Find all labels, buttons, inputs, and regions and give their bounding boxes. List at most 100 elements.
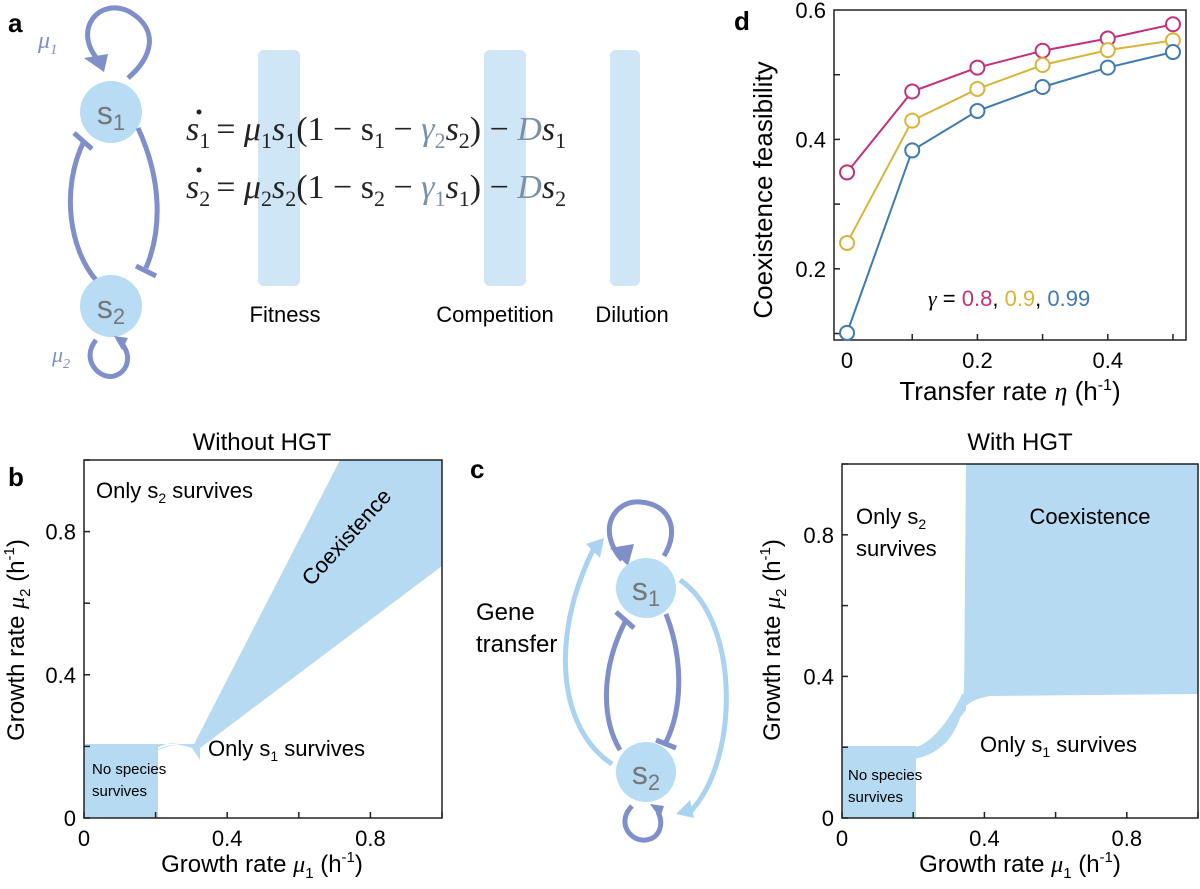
panel-e-frame — [841, 463, 1199, 819]
panel-e-ylabel: Growth rate μ2 (h-1) — [757, 539, 790, 741]
panel-d-xlabel: Transfer rate η (h-1) — [899, 376, 1120, 406]
panel-b-title: Without HGT — [193, 429, 332, 456]
ytick-label: 0 — [64, 806, 76, 831]
series-line-0.8 — [846, 23, 1174, 174]
equation-2: s2 = μ2s2(1 − s2 − γ1s1) − Ds2 — [186, 169, 566, 211]
mu2-label: μ2 — [51, 342, 70, 372]
panel-c-transfer-right — [678, 577, 729, 814]
data-point — [839, 234, 856, 251]
panel-e-coexist-edge — [963, 464, 966, 700]
panel-b-coexistence-region — [192, 460, 442, 748]
panel-e-coexistence-text: Coexistence — [1029, 504, 1150, 529]
panel-b-xlabel: Growth rate μ1 (h-1) — [161, 849, 363, 882]
panel-d-series — [839, 16, 1181, 341]
series-line-0.9 — [846, 39, 1174, 244]
ytick-label: 0.8 — [803, 523, 834, 548]
panel-d: d 0 0.2 0.4 0.2 0.4 0.6 γ = 0.8, 0.9, 0.99 Tr… — [734, 0, 1187, 406]
ytick-label: 0.8 — [45, 520, 76, 545]
panel-e: With HGT 0 0.4 0.8 0 0.4 0.8 Only s2 survives… — [757, 429, 1199, 882]
node-s1-label: s1 — [97, 95, 125, 135]
xtick-label: 0.8 — [1112, 826, 1143, 851]
xtick-label: 0.4 — [212, 826, 243, 851]
panel-b: b Without HGT 0 0.4 0.8 0 0.4 0.8 Only s2 sur… — [1, 429, 443, 882]
panel-c-node-s1 — [616, 558, 676, 618]
data-point — [969, 102, 986, 119]
self-loop-s2 — [87, 338, 131, 379]
panel-c-inhibit-bar-top — [614, 610, 636, 630]
panel-d-ytick-label: 0.2 — [795, 257, 826, 282]
panel-d-ylabel: Coexistence feasibility — [748, 61, 778, 318]
panel-e-xlabel: Growth rate μ1 (h-1) — [919, 849, 1121, 882]
xtick-label: 0.8 — [355, 826, 386, 851]
panel-c-node-s2 — [616, 742, 676, 802]
xtick-label: 0 — [78, 826, 90, 851]
panel-c-transfer-left — [562, 546, 614, 767]
panel-c-inhibit-right — [663, 613, 682, 744]
inhibit-s1-to-s2 — [135, 126, 160, 269]
panel-c-transfer-left-arrowhead — [586, 538, 604, 558]
panel-e-neck — [912, 694, 966, 760]
panel-d-xtick-label: 0.4 — [1092, 348, 1123, 373]
data-point — [1034, 42, 1051, 59]
data-point — [969, 59, 986, 76]
panel-c-transfer-right-arrowhead — [676, 800, 694, 818]
panel-c-self-loop-s2 — [622, 804, 664, 843]
panel-e-ticks: 0 0.4 0.8 0 0.4 0.8 — [803, 463, 1199, 851]
ytick-label: 0 — [822, 806, 834, 831]
competition-label: Competition — [436, 302, 553, 327]
xtick-label: 0 — [836, 826, 848, 851]
panel-b-ylabel: Growth rate μ2 (h-1) — [1, 539, 34, 741]
panel-b-label: b — [8, 462, 24, 492]
panel-c-gene-2: transfer — [476, 631, 557, 658]
data-point — [1034, 79, 1051, 95]
panel-d-xtick-label: 0.2 — [962, 348, 993, 373]
ytick-label: 0.4 — [803, 664, 834, 689]
inhibit-bar-s1 — [72, 131, 94, 151]
panel-b-ticks: 0 0.4 0.8 0 0.4 0.8 — [45, 459, 443, 851]
panel-e-none-2: survives — [848, 789, 903, 806]
inhibit-s2-to-s1 — [67, 139, 98, 282]
data-point — [839, 324, 856, 341]
panel-a: a μ1 s1 s2 μ2 s1 = μ1s1(1 − s1 − γ2s2) − … — [8, 5, 669, 379]
panel-e-only-s2-2: survives — [856, 536, 937, 561]
panel-c-inhibit-left — [604, 618, 629, 752]
dilution-highlight — [610, 50, 640, 286]
data-point — [969, 80, 986, 97]
panel-d-ticks: 0 0.2 0.4 0.2 0.4 0.6 — [795, 0, 1174, 373]
data-point — [1164, 44, 1181, 61]
node-s2 — [80, 275, 142, 337]
panel-c-self-loop-s1-arrowhead — [610, 544, 634, 566]
data-point — [1164, 16, 1181, 33]
panel-c: c s1 s2 Gene transfer — [470, 454, 729, 843]
data-point — [904, 112, 921, 129]
panel-e-only-s1: Only s1 survives — [980, 732, 1137, 760]
panel-b-neck — [150, 744, 200, 754]
data-point — [1034, 57, 1051, 73]
inhibit-bar-s2 — [134, 263, 158, 279]
data-point — [904, 142, 921, 159]
panel-c-gene-1: Gene — [476, 599, 535, 626]
panel-d-ytick-label: 0.6 — [795, 0, 826, 23]
self-loop-s1 — [85, 5, 152, 80]
panel-b-only-s1: Only s1 survives — [208, 736, 365, 764]
node-s2-label: s2 — [97, 289, 125, 329]
data-point — [1099, 42, 1116, 59]
panel-c-node-s2-label: s2 — [632, 755, 660, 795]
panel-b-frame — [83, 459, 443, 819]
panel-e-none-1: No species — [848, 767, 922, 784]
dilution-label: Dilution — [595, 302, 668, 327]
panel-c-self-loop-s1 — [606, 499, 675, 562]
panel-d-xtick-label: 0 — [841, 348, 853, 373]
panel-b-none-1: No species — [92, 761, 166, 778]
xtick-label: 0.4 — [969, 826, 1000, 851]
data-point — [1099, 59, 1116, 76]
panel-e-title: With HGT — [967, 429, 1073, 456]
self-loop-s2-arrowhead — [114, 336, 128, 350]
panel-d-legend: γ = 0.8, 0.9, 0.99 — [928, 286, 1090, 311]
series-line-0.99 — [846, 51, 1174, 334]
panel-e-only-s2-1: Only s2 — [856, 504, 926, 532]
equation-1: s1 = μ1s1(1 − s1 − γ2s2) − Ds1 — [186, 111, 566, 153]
panel-d-frame — [833, 9, 1187, 341]
node-s1 — [80, 81, 142, 143]
